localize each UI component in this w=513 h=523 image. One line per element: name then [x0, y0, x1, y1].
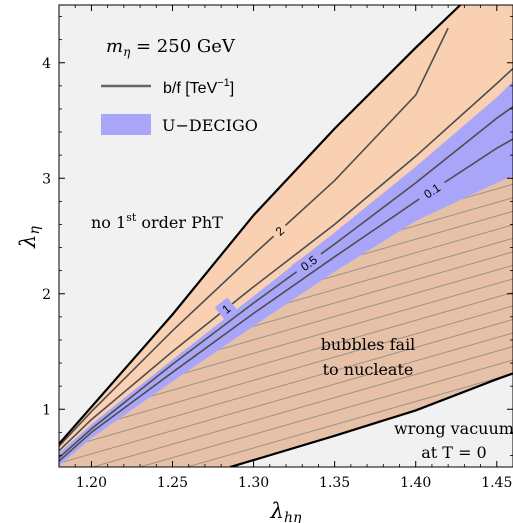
plot-area: 210.50.1	[58, 4, 513, 468]
y-axis: 1 2 3 4	[42, 16, 513, 456]
wrong-vacuum-boundary	[229, 372, 513, 467]
x-tick-label: 1.45	[481, 475, 512, 491]
y-tick-label: 3	[42, 171, 51, 187]
contour-label-bg	[214, 297, 237, 320]
x-axis: 1.20 1.25 1.30 1.35 1.40 1.45	[74, 5, 512, 491]
legend: mη = 250 GeV b/f [TeV−1] U−DECIGO	[101, 36, 258, 135]
bubbles-fail-region	[59, 175, 513, 467]
legend-title: mη = 250 GeV	[106, 36, 236, 59]
x-tick-label: 1.30	[238, 475, 269, 491]
contour-label-bg	[268, 219, 291, 242]
legend-entry-bf: b/f [TeV−1]	[163, 77, 234, 97]
region-label-bubbles-1: bubbles fail	[321, 335, 416, 354]
legend-entry-decigo: U−DECIGO	[162, 116, 258, 135]
contour-label-2: 2	[268, 219, 291, 242]
region-label-wrong-vacuum-2: at T = 0	[421, 443, 486, 462]
region-label-bubbles-2: to nucleate	[323, 360, 414, 379]
y-tick-label: 1	[42, 402, 51, 418]
decigo-region	[59, 81, 513, 466]
x-axis-label: λhη	[270, 499, 302, 523]
contour-line-1	[59, 67, 513, 452]
contour-label-1: 1	[214, 297, 237, 320]
y-axis-label: λη	[16, 226, 43, 249]
contour-line-2	[59, 27, 449, 447]
x-tick-label: 1.35	[319, 475, 350, 491]
contour-label-bg	[291, 247, 325, 278]
legend-fill-swatch	[101, 114, 151, 135]
x-tick-label: 1.20	[76, 475, 107, 491]
contour-line-0-1	[59, 138, 513, 462]
y-tick-label: 2	[42, 287, 51, 303]
wrong-vacuum-region	[230, 373, 513, 467]
region-label-no-pht: no 1st order PhT	[91, 211, 223, 232]
contour-line-0-5	[59, 105, 513, 459]
x-tick-label: 1.40	[400, 475, 431, 491]
x-tick-label: 1.25	[157, 475, 188, 491]
y-tick-label: 4	[42, 56, 51, 72]
contour-label-bg	[414, 175, 449, 205]
region-label-wrong-vacuum-1: wrong vacuum	[394, 419, 513, 438]
first-order-boundary	[59, 5, 462, 445]
